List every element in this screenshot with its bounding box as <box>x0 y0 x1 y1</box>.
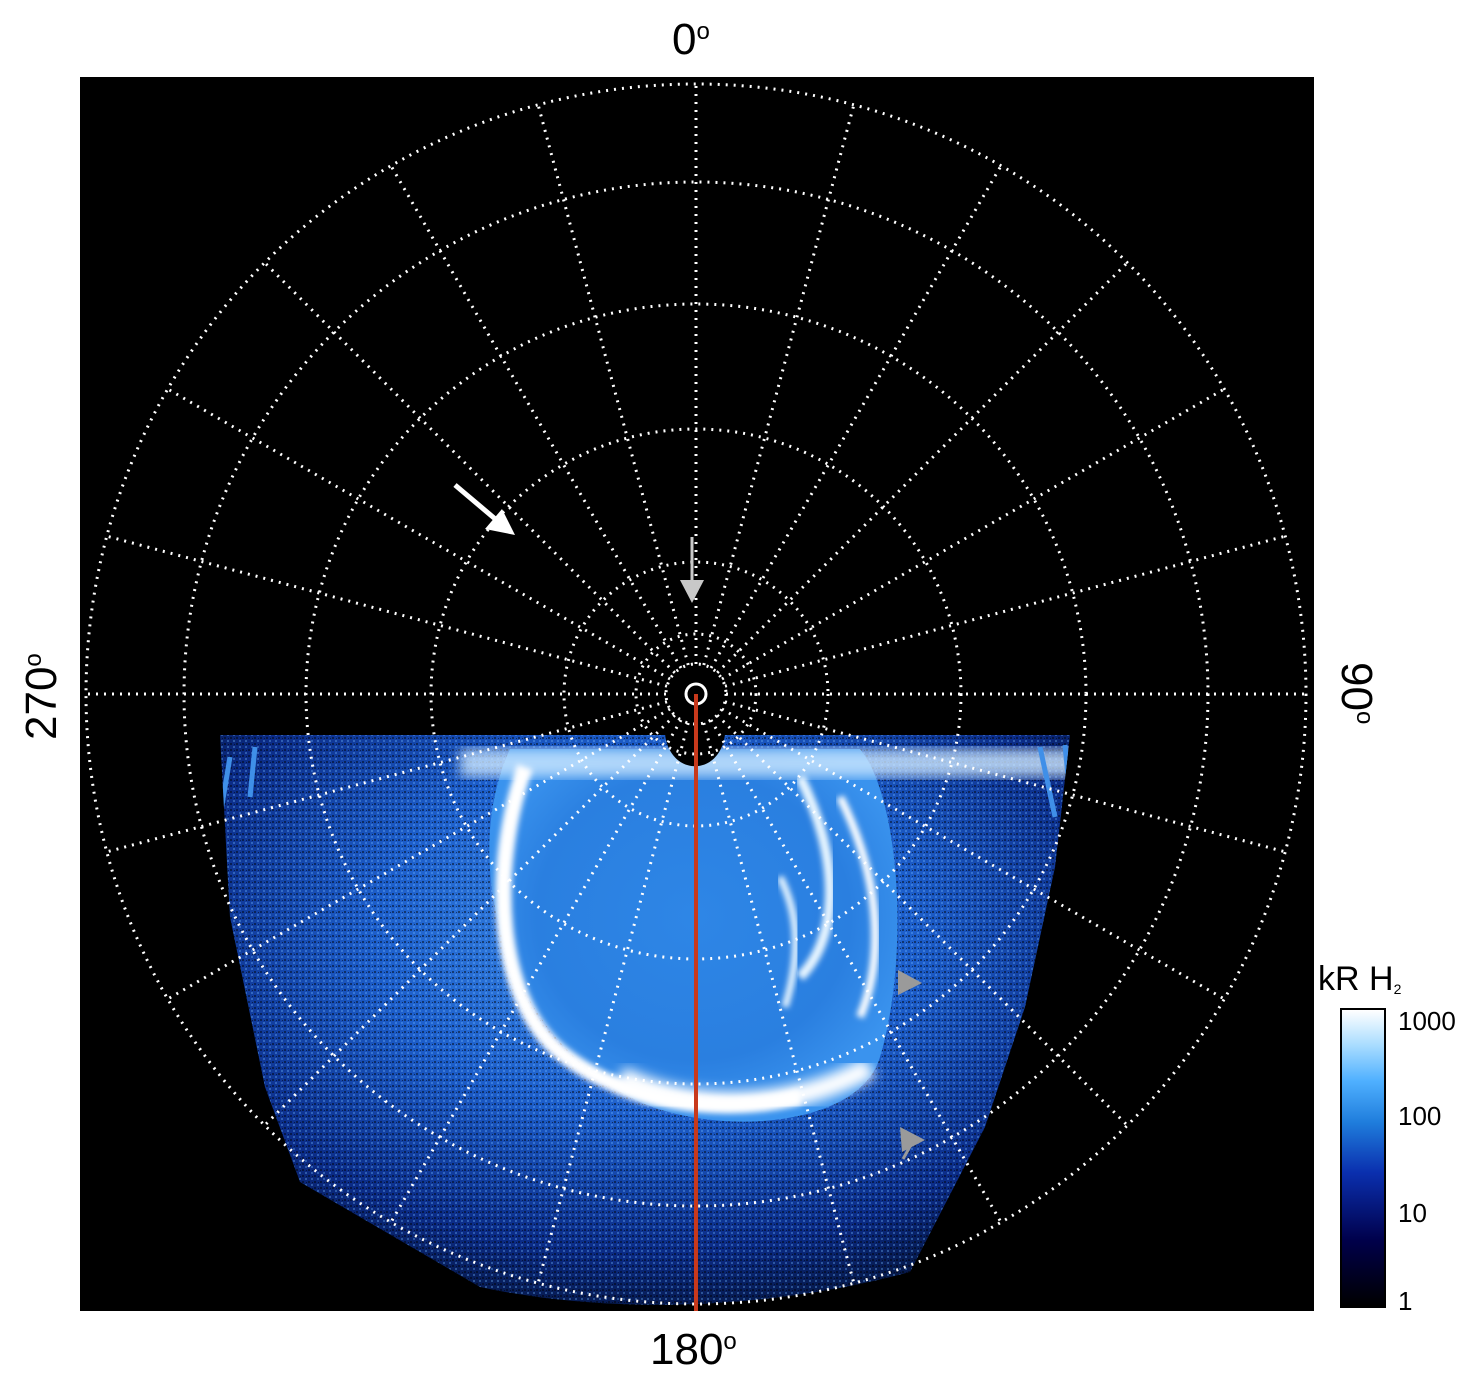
polar-grid <box>84 82 1308 1306</box>
arrow-white <box>453 483 515 535</box>
colorbar-scale <box>1340 1008 1386 1308</box>
grid-spoke <box>709 164 1003 669</box>
grid-spoke <box>263 714 676 1127</box>
arrow-grey-lower <box>900 1127 925 1160</box>
grid-spoke <box>709 719 1003 1224</box>
grid-spoke <box>389 164 683 669</box>
grid-spoke <box>389 719 683 1224</box>
grid-spoke <box>106 534 668 688</box>
grid-spoke <box>536 722 690 1284</box>
colorbar-tick-100: 100 <box>1398 1101 1442 1131</box>
grid-spoke <box>716 714 1129 1127</box>
grid-spoke <box>263 261 676 674</box>
angle-label-0: 0o <box>672 15 710 64</box>
angle-label-180: 180o <box>650 1325 737 1374</box>
colorbar-tick-1: 1 <box>1398 1286 1413 1316</box>
grid-spoke <box>724 700 1286 854</box>
grid-spoke <box>721 707 1226 1001</box>
emission-region <box>220 734 1070 1305</box>
grid-spoke <box>702 104 856 666</box>
aurora-polar-image <box>80 77 1314 1311</box>
colorbar-tick-1000: 1000 <box>1398 1006 1456 1036</box>
grid-spoke <box>702 722 856 1284</box>
grid-spoke <box>724 534 1286 688</box>
arrow-grey-top <box>680 537 704 603</box>
colorbar-tick-10: 10 <box>1398 1198 1427 1228</box>
angle-label-90: 90o <box>1332 662 1381 725</box>
arrow-grey-right <box>898 970 922 995</box>
colorbar-title: kR H2 <box>1318 960 1402 998</box>
grid-spoke <box>106 700 668 854</box>
grid-spoke <box>536 104 690 666</box>
grid-spoke <box>166 387 671 681</box>
angle-label-270: 270o <box>17 653 66 740</box>
grid-spoke <box>166 707 671 1001</box>
grid-spoke <box>721 387 1226 681</box>
grid-spoke <box>716 261 1129 674</box>
polar-projection <box>84 82 1308 1311</box>
